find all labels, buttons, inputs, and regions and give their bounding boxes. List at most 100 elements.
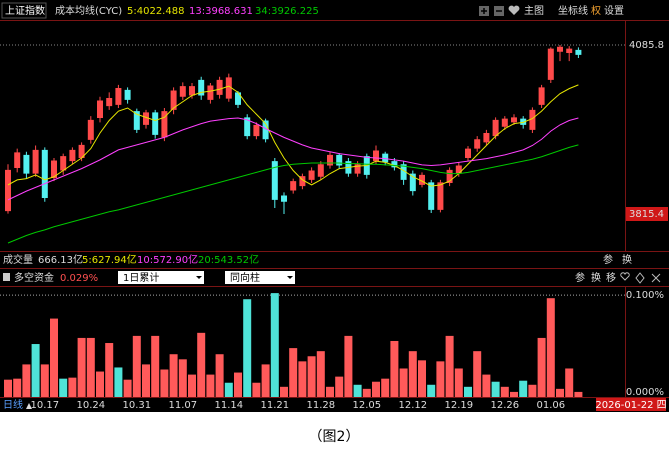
param-button[interactable]: 参 xyxy=(603,253,613,266)
bar xyxy=(270,293,279,397)
candle-body xyxy=(244,117,251,137)
candle-body xyxy=(216,79,223,95)
bar xyxy=(215,354,224,397)
candle-body xyxy=(179,86,186,97)
bar xyxy=(86,337,95,397)
candle-body xyxy=(547,48,554,80)
bar xyxy=(261,364,270,397)
bar xyxy=(224,382,233,397)
bar xyxy=(556,388,564,397)
candle-body xyxy=(23,154,30,174)
candle-body xyxy=(520,118,527,125)
candle-body xyxy=(69,149,76,162)
bar xyxy=(362,388,371,397)
x-tick-label: 11.07 xyxy=(168,400,197,411)
bar xyxy=(68,377,77,397)
symbol[interactable]: 上证指数 xyxy=(5,4,45,17)
dropdown[interactable] xyxy=(225,271,295,284)
favorite-button[interactable] xyxy=(508,5,520,15)
bar xyxy=(344,335,353,397)
x-tick-label: 01.06 xyxy=(536,400,565,411)
bar xyxy=(197,332,206,397)
legend-entry: 34:3926.225 xyxy=(255,6,319,17)
bar xyxy=(408,351,417,397)
bar xyxy=(188,374,196,397)
bar xyxy=(280,386,288,397)
bar xyxy=(123,379,132,397)
candle-body xyxy=(327,154,333,166)
period-label[interactable]: 日线 xyxy=(3,398,23,411)
bar xyxy=(381,378,390,397)
candle-body xyxy=(308,170,315,180)
close-button[interactable] xyxy=(651,273,661,283)
candle-body xyxy=(317,164,324,177)
candle-body xyxy=(483,133,490,143)
bar xyxy=(326,386,334,397)
bar xyxy=(50,318,58,397)
cyc-line xyxy=(7,117,579,201)
caption: （图2） xyxy=(309,429,360,445)
bar xyxy=(243,299,252,397)
bar xyxy=(114,367,123,397)
move-button[interactable]: 移 xyxy=(606,271,616,284)
candle-body xyxy=(262,120,269,140)
dropdown-text[interactable]: 1日累计 xyxy=(123,271,159,284)
candle-body xyxy=(41,149,48,198)
candle-body xyxy=(161,111,168,138)
candle-body xyxy=(170,90,177,110)
panel-icon[interactable] xyxy=(3,273,10,281)
symbol-box[interactable] xyxy=(1,2,47,19)
candle-body xyxy=(5,169,11,212)
dropdown-arrow xyxy=(196,276,202,279)
x-tick-label: 11.21 xyxy=(260,400,289,411)
candle-body xyxy=(354,164,361,174)
x-tick-label: 10.24 xyxy=(76,400,105,411)
candle-body xyxy=(60,156,67,171)
candle-body xyxy=(124,89,131,100)
candle-body xyxy=(87,119,94,140)
switch-button[interactable]: 换 xyxy=(591,271,601,284)
bar xyxy=(22,364,31,397)
x-tick-label: 11.28 xyxy=(306,400,335,411)
bar xyxy=(574,391,583,397)
bar xyxy=(510,391,518,397)
bar xyxy=(454,368,463,397)
bar xyxy=(335,376,344,397)
candle-body xyxy=(437,182,444,210)
candle-body xyxy=(446,169,453,183)
favorite-button[interactable] xyxy=(620,272,630,281)
candle-body xyxy=(271,161,278,200)
candle-body xyxy=(501,118,508,127)
cursor-date-box xyxy=(596,398,666,411)
y-tick-label: 3815.4 xyxy=(629,209,664,220)
candle-body xyxy=(14,152,21,168)
main-chart-button[interactable]: 主图 xyxy=(524,5,544,17)
coord-button[interactable]: 坐标线 xyxy=(558,4,588,17)
pin-button[interactable] xyxy=(635,272,645,284)
bar xyxy=(298,361,307,397)
bar xyxy=(546,298,555,397)
bar xyxy=(491,381,500,397)
bar xyxy=(316,351,325,397)
bar xyxy=(105,343,114,397)
candle-body xyxy=(299,176,306,187)
rights-button[interactable]: 权 xyxy=(591,4,601,17)
candle-body xyxy=(474,139,481,149)
x-tick-label: 12.26 xyxy=(490,400,519,411)
bar xyxy=(445,335,454,397)
candle-body xyxy=(492,119,499,137)
bar xyxy=(234,372,242,397)
bar xyxy=(252,382,261,397)
volume-ma: 5:627.94亿 xyxy=(82,253,137,266)
bar xyxy=(132,335,141,397)
candle-body xyxy=(143,112,149,125)
switch-button[interactable]: 换 xyxy=(622,253,632,266)
dropdown[interactable] xyxy=(118,271,204,284)
y-tick-label: 4085.8 xyxy=(629,40,664,51)
dropdown-text[interactable]: 同向柱 xyxy=(230,271,260,284)
settings-button[interactable]: 设置 xyxy=(604,5,624,17)
cyc-line xyxy=(7,84,579,187)
candle-body xyxy=(511,117,517,123)
param-button[interactable]: 参 xyxy=(575,271,585,284)
